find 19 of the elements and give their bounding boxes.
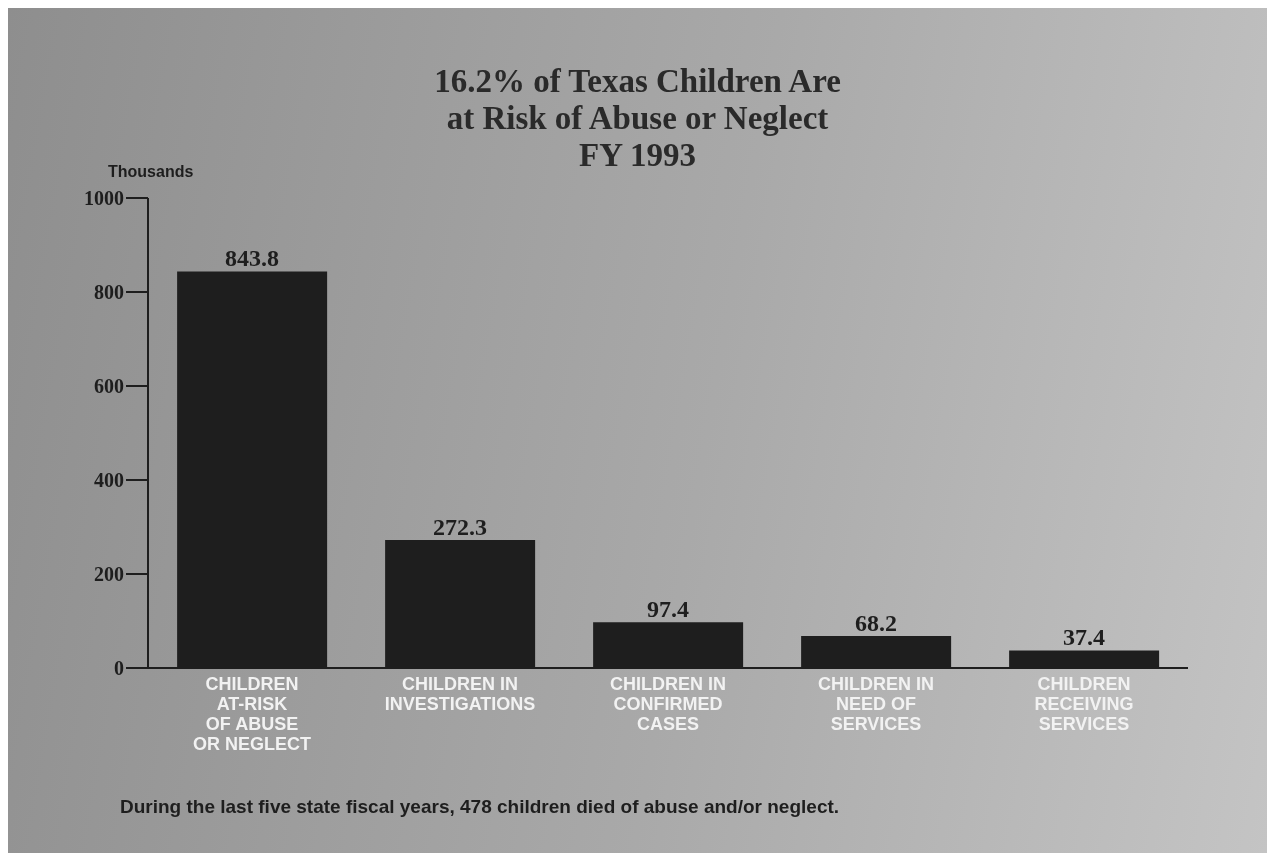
y-tick-label: 0 <box>114 657 124 680</box>
x-tick-label: CHILDREN IN CONFIRMED CASES <box>610 674 726 734</box>
chart-title: 16.2% of Texas Children Are at Risk of Abuse or Neglect FY 1993 <box>434 63 841 173</box>
y-tick-label: 200 <box>94 563 124 586</box>
y-tick-label: 1000 <box>84 187 124 210</box>
y-axis-title: Thousands <box>108 163 194 181</box>
data-label: 97.4 <box>647 596 690 623</box>
data-label: 37.4 <box>1063 624 1106 651</box>
y-tick-label: 600 <box>94 375 124 398</box>
data-label: 272.3 <box>433 514 488 541</box>
data-label: 68.2 <box>855 609 898 636</box>
data-label: 843.8 <box>225 245 280 272</box>
x-tick-label: CHILDREN IN INVESTIGATIONS <box>384 674 536 714</box>
y-tick-label: 400 <box>94 469 124 492</box>
y-tick-label: 800 <box>94 281 124 304</box>
x-tick-label: CHILDREN RECEIVING SERVICES <box>1034 674 1134 734</box>
text: During the last five state fiscal years, 478 children died of abuse and/or neglect. <box>120 796 840 818</box>
x-tick-label: CHILDREN IN NEED OF SERVICES <box>818 674 934 734</box>
x-tick-label: CHILDREN AT-RISK OF ABUSE OR NEGLECT <box>192 674 312 754</box>
